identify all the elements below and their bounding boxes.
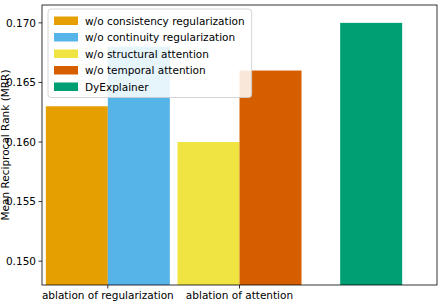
legend-label: w/o structural attention — [85, 48, 209, 60]
legend: w/o consistency regularization w/o contin… — [48, 9, 252, 98]
y-axis-label: Mean Reciprocal Rank (MRR) — [0, 70, 11, 221]
y-tick — [39, 201, 43, 202]
legend-swatch — [54, 17, 78, 26]
legend-frame — [48, 9, 252, 98]
bar — [340, 23, 402, 285]
legend-label: DyExplainer — [85, 81, 149, 93]
y-tick — [39, 142, 43, 143]
legend-swatch — [54, 83, 78, 92]
y-tick — [39, 82, 43, 83]
y-tick — [39, 261, 43, 262]
legend-label: w/o temporal attention — [85, 64, 206, 76]
y-tick — [39, 22, 43, 23]
bar — [46, 106, 108, 285]
x-tick-label: ablation of attention — [186, 289, 293, 301]
x-tick-label: ablation of regularization — [42, 289, 174, 301]
legend-swatch — [54, 66, 78, 75]
x-tick — [107, 285, 108, 289]
bar — [178, 142, 240, 285]
x-tick — [239, 285, 240, 289]
legend-label: w/o consistency regularization — [85, 15, 245, 27]
legend-swatch — [54, 33, 78, 42]
chart: ablation of regularization ablation of at… — [0, 0, 442, 302]
legend-swatch — [54, 50, 78, 59]
legend-label: w/o continuity regularization — [85, 31, 235, 43]
plot-frame — [42, 5, 437, 285]
y-tick-label: 0.170 — [6, 17, 36, 29]
bar — [240, 71, 302, 285]
y-tick-label: 0.150 — [6, 255, 36, 267]
